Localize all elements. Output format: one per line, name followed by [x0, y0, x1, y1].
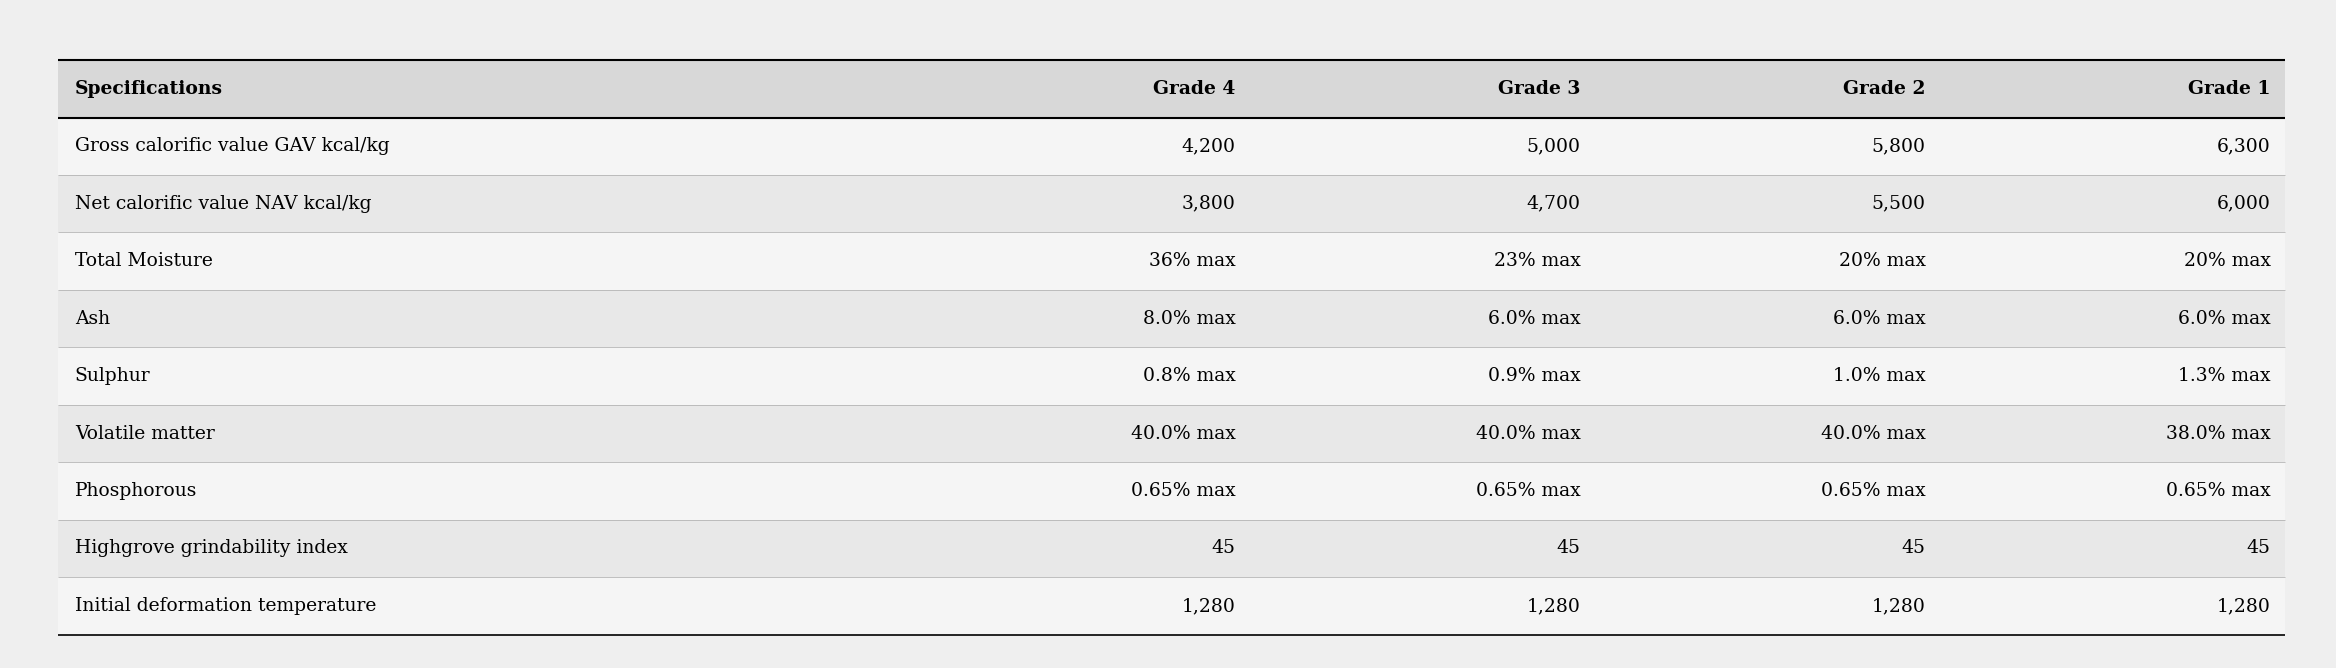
- Text: Specifications: Specifications: [75, 80, 222, 98]
- Text: 1,280: 1,280: [1182, 597, 1236, 615]
- Text: 45: 45: [1212, 540, 1236, 557]
- Text: 0.65% max: 0.65% max: [1476, 482, 1581, 500]
- Text: 36% max: 36% max: [1149, 253, 1236, 270]
- Text: Grade 4: Grade 4: [1154, 80, 1236, 98]
- Bar: [58, 118, 2285, 175]
- Text: 20% max: 20% max: [2184, 253, 2271, 270]
- Bar: [58, 175, 2285, 232]
- Text: 45: 45: [1556, 540, 1581, 557]
- Text: 5,800: 5,800: [1871, 138, 1925, 155]
- Text: Phosphorous: Phosphorous: [75, 482, 196, 500]
- Text: 1,280: 1,280: [1528, 597, 1581, 615]
- Bar: [58, 577, 2285, 635]
- Text: Total Moisture: Total Moisture: [75, 253, 213, 270]
- Bar: [58, 60, 2285, 118]
- Text: 40.0% max: 40.0% max: [1820, 425, 1925, 442]
- Text: 38.0% max: 38.0% max: [2165, 425, 2271, 442]
- Text: Volatile matter: Volatile matter: [75, 425, 215, 442]
- Text: 1.3% max: 1.3% max: [2177, 367, 2271, 385]
- Text: Highgrove grindability index: Highgrove grindability index: [75, 540, 348, 557]
- Bar: [58, 462, 2285, 520]
- Bar: [58, 347, 2285, 405]
- Text: Grade 1: Grade 1: [2189, 80, 2271, 98]
- Text: 45: 45: [1902, 540, 1925, 557]
- Bar: [58, 405, 2285, 462]
- Text: 6.0% max: 6.0% max: [1834, 310, 1925, 327]
- Text: 6,300: 6,300: [2217, 138, 2271, 155]
- Text: Grade 2: Grade 2: [1843, 80, 1925, 98]
- Text: 3,800: 3,800: [1182, 195, 1236, 212]
- Text: 1.0% max: 1.0% max: [1834, 367, 1925, 385]
- Text: 6.0% max: 6.0% max: [2177, 310, 2271, 327]
- Text: 1,280: 1,280: [2217, 597, 2271, 615]
- Text: Net calorific value NAV kcal/kg: Net calorific value NAV kcal/kg: [75, 195, 371, 212]
- Text: 20% max: 20% max: [1838, 253, 1925, 270]
- Text: 23% max: 23% max: [1493, 253, 1581, 270]
- Text: Sulphur: Sulphur: [75, 367, 150, 385]
- Text: Gross calorific value GAV kcal/kg: Gross calorific value GAV kcal/kg: [75, 138, 390, 155]
- Text: 1,280: 1,280: [1871, 597, 1925, 615]
- Text: 0.8% max: 0.8% max: [1142, 367, 1236, 385]
- Text: Initial deformation temperature: Initial deformation temperature: [75, 597, 376, 615]
- Bar: [58, 232, 2285, 290]
- Text: 40.0% max: 40.0% max: [1131, 425, 1236, 442]
- Text: 8.0% max: 8.0% max: [1142, 310, 1236, 327]
- Text: 40.0% max: 40.0% max: [1476, 425, 1581, 442]
- Text: 0.9% max: 0.9% max: [1488, 367, 1581, 385]
- Bar: [58, 520, 2285, 577]
- Text: 5,000: 5,000: [1525, 138, 1581, 155]
- Text: 5,500: 5,500: [1871, 195, 1925, 212]
- Text: 45: 45: [2247, 540, 2271, 557]
- Text: 4,200: 4,200: [1182, 138, 1236, 155]
- Text: 0.65% max: 0.65% max: [1131, 482, 1236, 500]
- Text: 0.65% max: 0.65% max: [2165, 482, 2271, 500]
- Text: 0.65% max: 0.65% max: [1820, 482, 1925, 500]
- Text: 6,000: 6,000: [2217, 195, 2271, 212]
- Text: Grade 3: Grade 3: [1497, 80, 1581, 98]
- Text: Ash: Ash: [75, 310, 110, 327]
- Text: 6.0% max: 6.0% max: [1488, 310, 1581, 327]
- Text: 4,700: 4,700: [1525, 195, 1581, 212]
- Bar: [58, 290, 2285, 347]
